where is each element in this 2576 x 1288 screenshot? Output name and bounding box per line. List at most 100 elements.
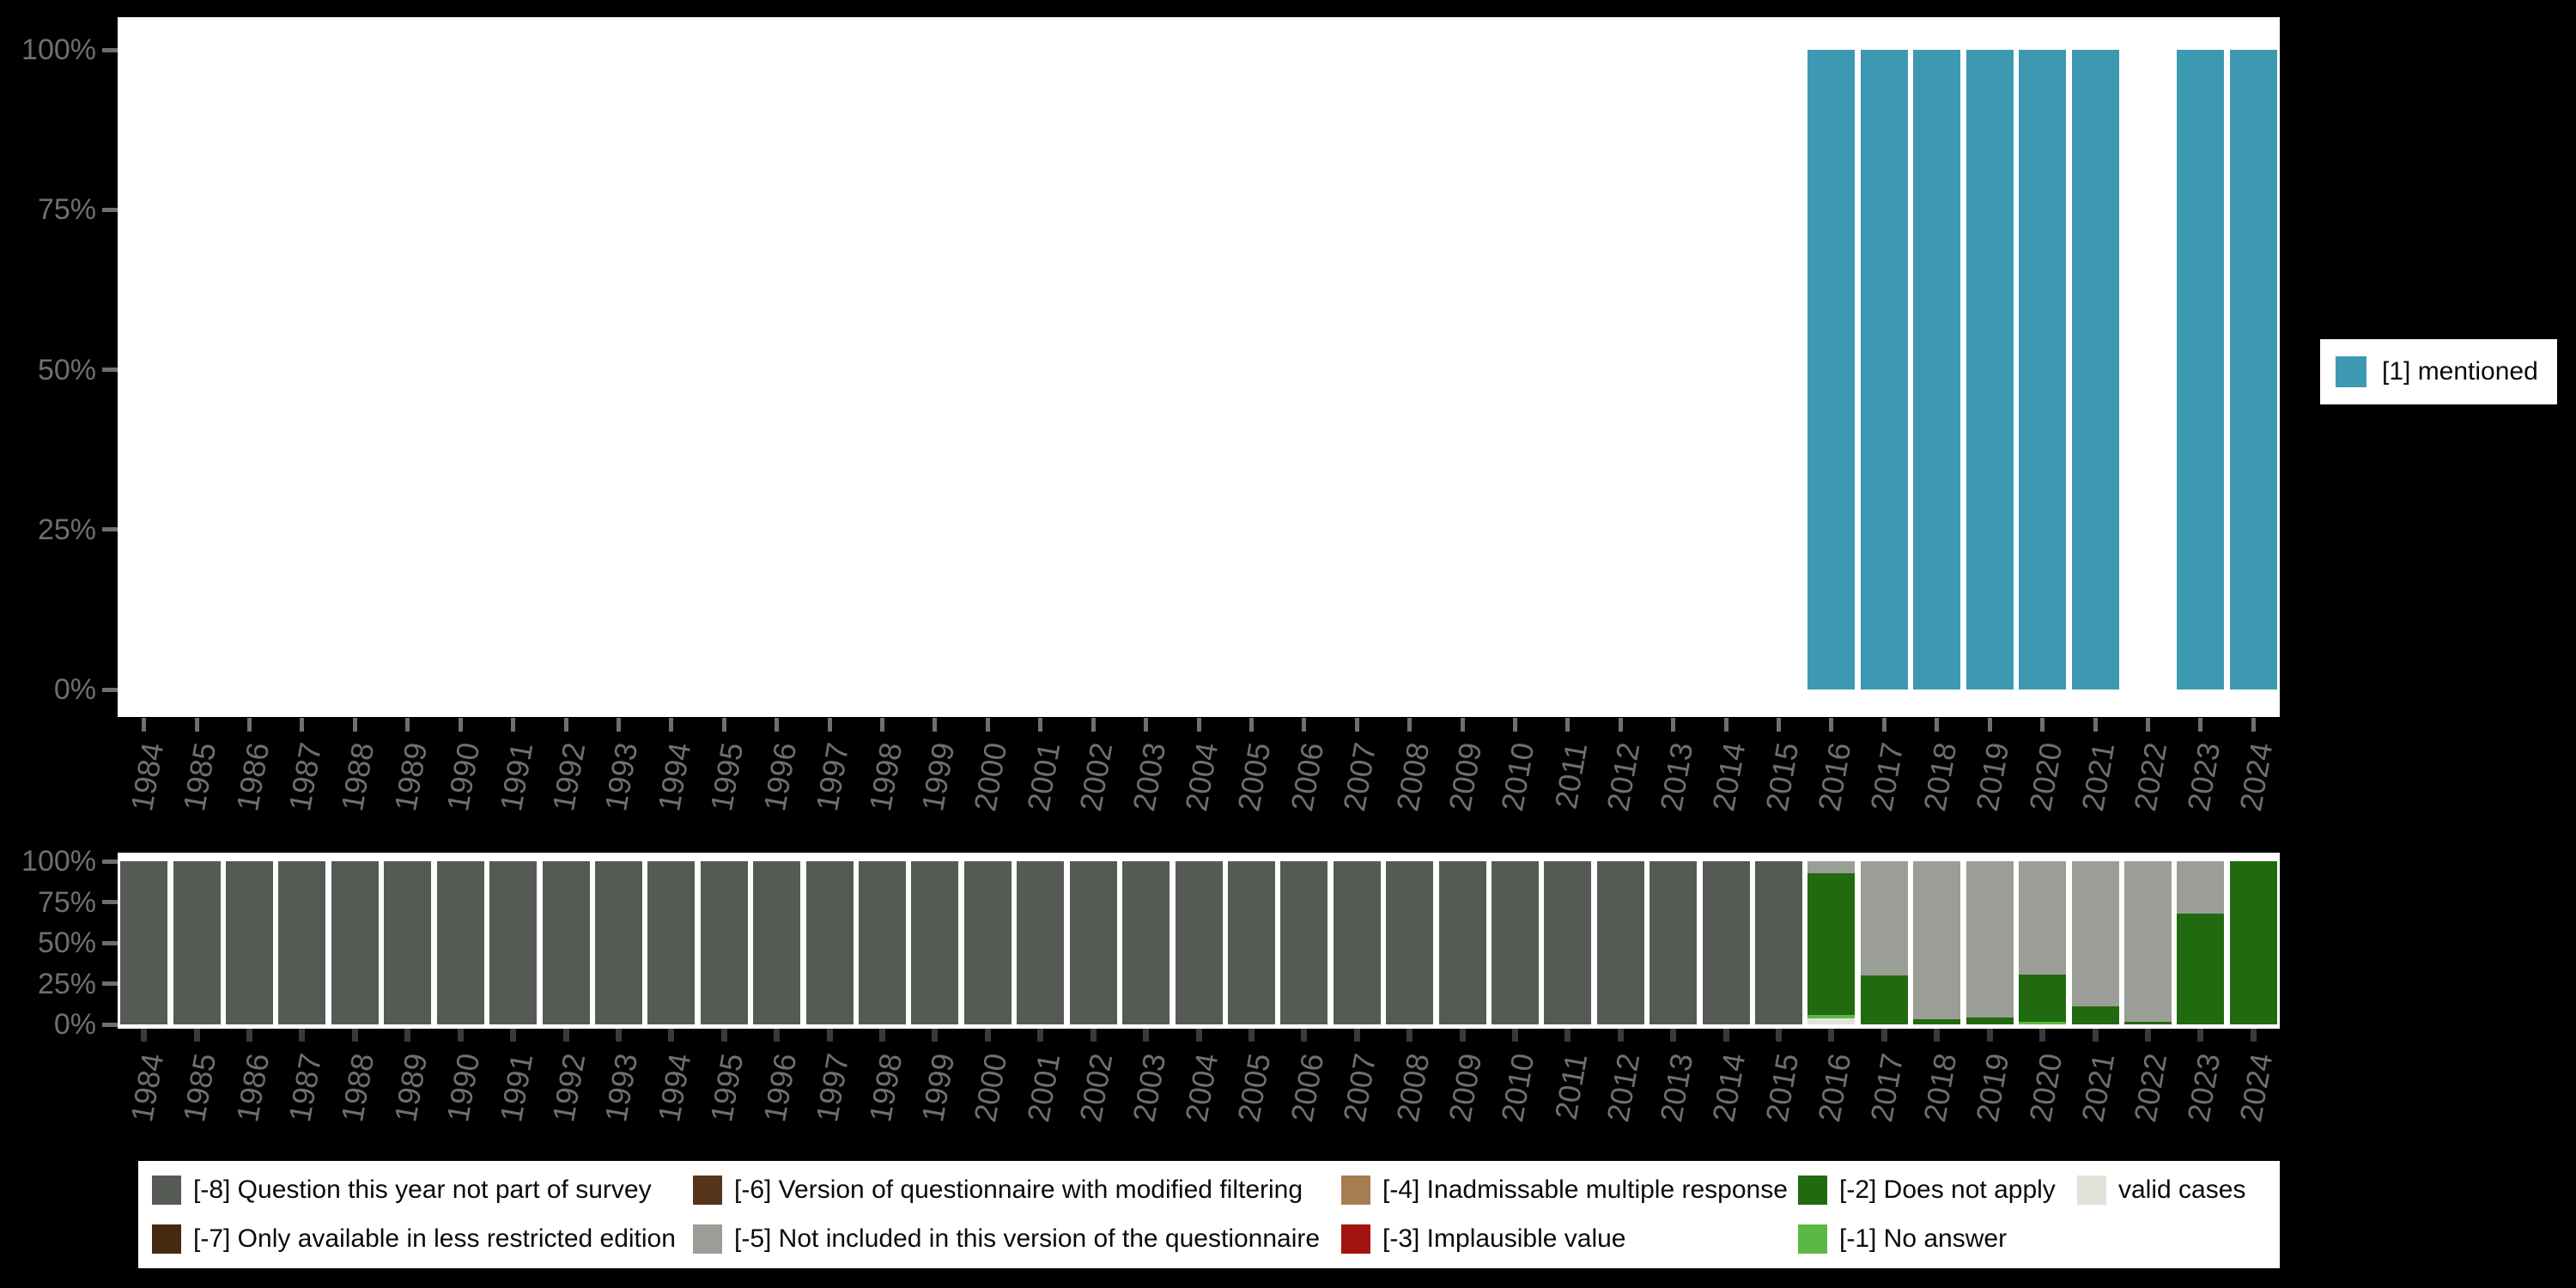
bar-2019-s2 — [1965, 1018, 2014, 1024]
x-tick-2020 — [2039, 1029, 2046, 1042]
y-tick-50% — [102, 940, 118, 945]
x-tick-label-2014: 2014 — [1705, 1050, 1753, 1125]
x-tick-2017 — [1881, 718, 1886, 732]
y-tick-label-75%: 75% — [37, 193, 96, 227]
x-tick-2010 — [1511, 1029, 1518, 1042]
y-tick-50% — [102, 368, 118, 372]
bar-2018-s0 — [1913, 50, 1961, 690]
y-tick-label-0%: 0% — [53, 673, 96, 706]
y-tick-75% — [102, 207, 118, 212]
x-tick-label-2020: 2020 — [2021, 739, 2069, 814]
bar-1993-s0 — [594, 861, 642, 1024]
x-tick-label-1995: 1995 — [703, 739, 750, 814]
x-tick-label-1997: 1997 — [809, 1050, 856, 1125]
x-tick-label-2015: 2015 — [1758, 739, 1805, 814]
x-tick-label-1991: 1991 — [492, 1050, 540, 1125]
legend-item-6: [-2] Does not apply — [1798, 1176, 2077, 1206]
x-tick-label-2019: 2019 — [1969, 1050, 2016, 1125]
x-tick-2000 — [984, 1029, 991, 1042]
bar-1984-s0 — [120, 861, 168, 1024]
legend-label-5: [-3] Implausible value — [1382, 1224, 1626, 1253]
x-tick-2004 — [1195, 1029, 1202, 1042]
legend-swatch-7 — [1798, 1224, 1827, 1254]
bar-1997-s0 — [805, 861, 854, 1024]
x-tick-1984 — [141, 1029, 148, 1042]
x-tick-label-2008: 2008 — [1388, 739, 1437, 814]
legend-item-7: [-1] No answer — [1798, 1224, 2077, 1254]
legend-swatch-2 — [693, 1176, 722, 1206]
y-tick-0% — [102, 687, 118, 692]
x-tick-1996 — [774, 1029, 781, 1042]
x-tick-label-2016: 2016 — [1811, 739, 1858, 814]
x-tick-2005 — [1249, 718, 1254, 732]
legend-label-8: valid cases — [2118, 1176, 2246, 1205]
x-tick-label-1996: 1996 — [756, 739, 804, 814]
bar-1988-s0 — [331, 861, 379, 1024]
x-tick-label-2002: 2002 — [1072, 739, 1120, 814]
legend-label-2: [-6] Version of questionnaire with modif… — [734, 1176, 1303, 1205]
bar-2020-s3 — [2019, 1022, 2067, 1024]
x-tick-2012 — [1617, 1029, 1624, 1042]
x-tick-label-1999: 1999 — [914, 1050, 962, 1125]
bar-1994-s0 — [647, 861, 696, 1024]
x-tick-label-2015: 2015 — [1758, 1050, 1805, 1125]
bar-2019-s0 — [1965, 50, 2014, 690]
bar-2017-s1 — [1860, 861, 1908, 975]
x-tick-2015 — [1776, 1029, 1783, 1042]
bar-2018-s1 — [1913, 861, 1961, 1020]
x-tick-label-1993: 1993 — [598, 739, 645, 814]
y-tick-label-50%: 50% — [37, 353, 96, 386]
x-tick-label-1984: 1984 — [123, 1050, 171, 1125]
x-tick-2023 — [2197, 1029, 2204, 1042]
bar-2010-s0 — [1491, 861, 1539, 1024]
x-tick-2004 — [1196, 718, 1201, 732]
legend-item-3: [-5] Not included in this version of the… — [693, 1224, 1341, 1254]
bar-1998-s0 — [859, 861, 906, 1024]
x-tick-label-1985: 1985 — [176, 739, 223, 814]
x-tick-label-2006: 2006 — [1283, 1050, 1331, 1125]
x-tick-1994 — [668, 1029, 675, 1042]
x-tick-1998 — [879, 1029, 885, 1042]
y-tick-label-75%: 75% — [37, 885, 96, 919]
x-tick-1998 — [880, 718, 884, 732]
y-tick-label-25%: 25% — [37, 967, 96, 1000]
x-tick-1992 — [562, 1029, 569, 1042]
x-tick-label-2024: 2024 — [2233, 1050, 2280, 1125]
bar-2016-s4 — [1807, 1018, 1856, 1024]
x-tick-label-1985: 1985 — [176, 1050, 223, 1125]
x-tick-label-2007: 2007 — [1336, 739, 1383, 814]
y-tick-label-100%: 100% — [21, 845, 96, 878]
bar-2024-s2 — [2229, 861, 2277, 1024]
x-tick-label-2011: 2011 — [1547, 1050, 1595, 1123]
bar-2016-s3 — [1807, 1014, 1856, 1019]
x-tick-label-2008: 2008 — [1388, 1050, 1437, 1125]
x-tick-2002 — [1090, 1029, 1097, 1042]
x-tick-label-1990: 1990 — [440, 1050, 487, 1125]
x-tick-2009 — [1459, 1029, 1466, 1042]
x-tick-label-2003: 2003 — [1125, 739, 1172, 814]
x-tick-2019 — [1987, 718, 1992, 732]
x-tick-1985 — [193, 1029, 200, 1042]
x-tick-label-1997: 1997 — [809, 739, 856, 814]
bottom-legend: [-8] Question this year not part of surv… — [138, 1161, 2280, 1268]
x-tick-label-2022: 2022 — [2127, 1050, 2174, 1125]
x-tick-1995 — [720, 1029, 727, 1042]
x-tick-label-2012: 2012 — [1600, 1050, 1647, 1125]
x-tick-2017 — [1880, 1029, 1887, 1042]
x-tick-2018 — [1934, 1029, 1941, 1042]
x-tick-1993 — [615, 1029, 622, 1042]
x-tick-1995 — [721, 718, 726, 732]
x-tick-2009 — [1460, 718, 1465, 732]
x-tick-1996 — [775, 718, 780, 732]
y-tick-0% — [102, 1022, 118, 1027]
bar-2023-s2 — [2177, 913, 2225, 1024]
bar-1989-s0 — [384, 861, 432, 1024]
x-tick-1987 — [299, 1029, 306, 1042]
legend-swatch-4 — [1341, 1176, 1370, 1206]
x-tick-2001 — [1038, 718, 1043, 732]
bar-1987-s0 — [278, 861, 326, 1024]
x-tick-label-1992: 1992 — [545, 1050, 592, 1125]
x-tick-label-2000: 2000 — [967, 739, 1014, 814]
x-tick-label-2021: 2021 — [2075, 739, 2122, 814]
x-tick-label-2005: 2005 — [1230, 739, 1278, 814]
